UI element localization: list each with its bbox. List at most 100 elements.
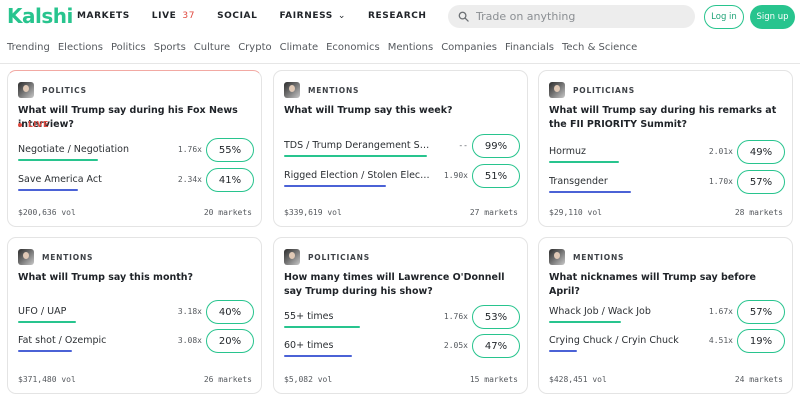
kalshi-logo[interactable]: Kalshi bbox=[7, 4, 73, 28]
volume-text: $339,619 vol bbox=[284, 208, 342, 217]
chance-button[interactable]: 51% bbox=[472, 164, 520, 188]
outcome-name: Transgender bbox=[549, 176, 608, 187]
main-nav: MARKETS LIVE 37 SOCIAL FAIRNESS ⌄ RESEARCH bbox=[77, 11, 449, 21]
market-card[interactable]: MENTIONS What nicknames will Trump say be… bbox=[538, 237, 793, 394]
market-card[interactable]: MENTIONS What will Trump say this month? U… bbox=[7, 237, 262, 394]
card-title[interactable]: What will Trump say during his remarks a… bbox=[549, 105, 777, 130]
volume-text: $371,480 vol bbox=[18, 375, 76, 384]
outcome-row[interactable]: Negotiate / Negotiation 1.76x 55% bbox=[18, 138, 254, 165]
search-bar[interactable] bbox=[448, 5, 695, 28]
outcome-bar bbox=[18, 321, 76, 323]
live-label: LIVE bbox=[28, 120, 49, 129]
outcome-bar bbox=[18, 189, 78, 191]
category-tech-science[interactable]: Tech & Science bbox=[562, 42, 638, 53]
market-card[interactable]: POLITICIANS How many times will Lawrence … bbox=[273, 237, 528, 394]
category-bar: Trending Elections Politics Sports Culture Cr… bbox=[7, 42, 645, 53]
markets-count[interactable]: 27 markets bbox=[469, 208, 518, 217]
nav-markets[interactable]: MARKETS bbox=[77, 11, 130, 21]
signup-button[interactable]: Sign up bbox=[750, 5, 795, 29]
nav-research-label: RESEARCH bbox=[368, 11, 427, 21]
trump-thumbnail bbox=[18, 249, 34, 265]
chance-button[interactable]: 57% bbox=[737, 170, 785, 194]
category-mentions[interactable]: Mentions bbox=[387, 42, 434, 53]
category-culture[interactable]: Culture bbox=[193, 42, 231, 53]
chance-button[interactable]: 20% bbox=[206, 329, 254, 353]
outcome-row[interactable]: Rigged Election / Stolen Election 1.90x 51… bbox=[284, 164, 520, 191]
outcome-row[interactable]: Crying Chuck / Cryin Chuck 4.51x 19% bbox=[549, 329, 785, 356]
outcome-bar bbox=[549, 161, 619, 163]
chevron-down-icon: ⌄ bbox=[337, 11, 347, 21]
category-climate[interactable]: Climate bbox=[279, 42, 319, 53]
category-crypto[interactable]: Crypto bbox=[238, 42, 272, 53]
card-category: MENTIONS bbox=[42, 252, 94, 262]
market-card[interactable]: POLITICIANS What will Trump say during hi… bbox=[538, 70, 793, 227]
category-trending[interactable]: Trending bbox=[7, 42, 50, 53]
category-companies[interactable]: Companies bbox=[441, 42, 497, 53]
chance-button[interactable]: 99% bbox=[472, 134, 520, 158]
outcome-row[interactable]: TDS / Trump Derangement Syn... -- 99% bbox=[284, 134, 520, 161]
markets-count[interactable]: 20 markets bbox=[203, 208, 252, 217]
card-category: MENTIONS bbox=[308, 85, 360, 95]
chance-button[interactable]: 40% bbox=[206, 300, 254, 324]
card-title[interactable]: What will Trump say during his Fox News … bbox=[18, 105, 238, 130]
category-elections[interactable]: Elections bbox=[57, 42, 103, 53]
category-economics[interactable]: Economics bbox=[326, 42, 380, 53]
payout-multiplier: 3.08x bbox=[177, 336, 202, 345]
nav-fairness[interactable]: FAIRNESS ⌄ bbox=[279, 11, 346, 21]
markets-count[interactable]: 26 markets bbox=[203, 375, 252, 384]
outcome-row[interactable]: Save America Act 2.34x 41% bbox=[18, 168, 254, 195]
outcome-row[interactable]: Fat shot / Ozempic 3.08x 20% bbox=[18, 329, 254, 356]
payout-multiplier: 4.51x bbox=[708, 336, 733, 345]
header-divider bbox=[0, 63, 800, 64]
outcome-row[interactable]: Whack Job / Wack Job 1.67x 57% bbox=[549, 300, 785, 327]
chance-button[interactable]: 53% bbox=[472, 305, 520, 329]
outcome-name: UFO / UAP bbox=[18, 306, 67, 317]
category-sports[interactable]: Sports bbox=[153, 42, 186, 53]
chance-button[interactable]: 57% bbox=[737, 300, 785, 324]
payout-multiplier: 2.34x bbox=[177, 175, 202, 184]
outcome-row[interactable]: Transgender 1.70x 57% bbox=[549, 170, 785, 197]
market-card[interactable]: POLITICS What will Trump say during his F… bbox=[7, 70, 262, 227]
top-navigation: Kalshi MARKETS LIVE 37 SOCIAL FAIRNESS ⌄ R… bbox=[0, 0, 800, 34]
card-title[interactable]: What will Trump say this month? bbox=[18, 272, 194, 283]
markets-count[interactable]: 15 markets bbox=[469, 375, 518, 384]
payout-multiplier: 2.01x bbox=[708, 147, 733, 156]
chance-button[interactable]: 41% bbox=[206, 168, 254, 192]
payout-multiplier: 1.90x bbox=[443, 171, 468, 180]
trump-thumbnail bbox=[284, 82, 300, 98]
card-title[interactable]: How many times will Lawrence O'Donnell s… bbox=[284, 272, 505, 297]
outcome-bar bbox=[18, 350, 72, 352]
nav-research[interactable]: RESEARCH bbox=[368, 11, 427, 21]
market-card[interactable]: MENTIONS What will Trump say this week? TD… bbox=[273, 70, 528, 227]
outcome-row[interactable]: 55+ times 1.76x 53% bbox=[284, 305, 520, 332]
nav-live[interactable]: LIVE 37 bbox=[152, 11, 195, 21]
outcome-name: Hormuz bbox=[549, 146, 586, 157]
chance-button[interactable]: 19% bbox=[737, 329, 785, 353]
outcome-bar bbox=[284, 155, 427, 157]
outcome-bar bbox=[284, 355, 352, 357]
outcome-name: Negotiate / Negotiation bbox=[18, 144, 129, 155]
chance-button[interactable]: 49% bbox=[737, 140, 785, 164]
card-title[interactable]: What nicknames will Trump say before Apr… bbox=[549, 272, 756, 297]
card-category: POLITICIANS bbox=[308, 252, 370, 262]
markets-count[interactable]: 24 markets bbox=[734, 375, 783, 384]
outcome-row[interactable]: 60+ times 2.05x 47% bbox=[284, 334, 520, 361]
markets-count[interactable]: 28 markets bbox=[734, 208, 783, 217]
chance-button[interactable]: 55% bbox=[206, 138, 254, 162]
outcome-name: Rigged Election / Stolen Election bbox=[284, 170, 430, 181]
search-input[interactable] bbox=[476, 10, 676, 23]
card-title[interactable]: What will Trump say this week? bbox=[284, 105, 453, 116]
nav-social[interactable]: SOCIAL bbox=[217, 11, 257, 21]
outcome-name: Crying Chuck / Cryin Chuck bbox=[549, 335, 679, 346]
search-icon bbox=[458, 11, 469, 22]
payout-multiplier: 1.70x bbox=[708, 177, 733, 186]
outcome-row[interactable]: Hormuz 2.01x 49% bbox=[549, 140, 785, 167]
category-financials[interactable]: Financials bbox=[505, 42, 554, 53]
category-politics[interactable]: Politics bbox=[110, 42, 146, 53]
outcome-bar bbox=[284, 185, 386, 187]
chance-button[interactable]: 47% bbox=[472, 334, 520, 358]
login-button[interactable]: Log in bbox=[704, 5, 744, 29]
outcome-name: 55+ times bbox=[284, 311, 334, 322]
outcome-row[interactable]: UFO / UAP 3.18x 40% bbox=[18, 300, 254, 327]
live-count-badge: 37 bbox=[182, 11, 196, 21]
